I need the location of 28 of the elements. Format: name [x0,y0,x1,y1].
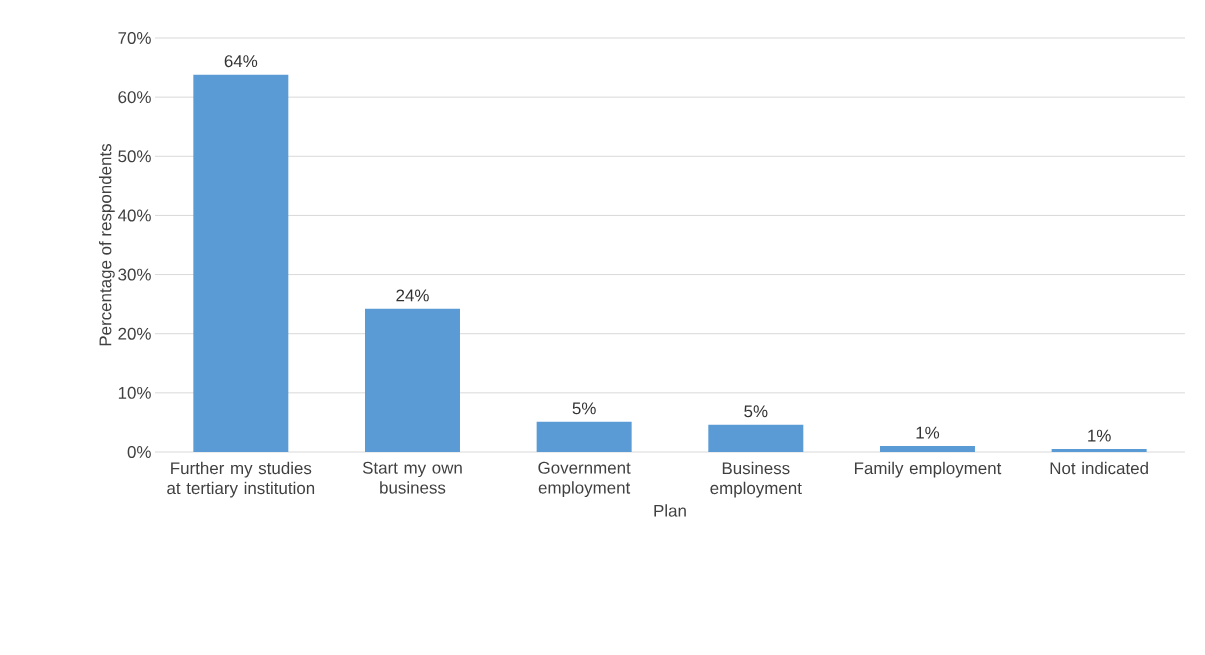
y-axis-title: Percentage of respondents [98,143,115,346]
y-tick-label: 60% [118,91,151,104]
bar [364,308,460,452]
x-tick-label: Not indicated [1050,461,1148,475]
x-tick-label: Further my studies at tertiary institution [167,461,315,498]
data-label: 24% [396,289,429,302]
y-tick-label: 50% [118,150,151,163]
bar [1051,449,1147,452]
x-tick-label: Family employment [854,461,1002,478]
data-label: 1% [916,426,940,439]
x-tick-label: Start my own business [362,461,462,494]
data-label: 5% [744,405,768,418]
y-tick-label: 10% [118,386,151,399]
y-tick-label: 40% [117,209,151,222]
bar [536,421,632,452]
data-label: 1% [1088,429,1111,442]
data-label: 5% [572,402,596,415]
x-tick-label: Government employment [538,461,631,498]
y-tick-label: 70% [118,32,151,44]
y-tick-label: 0% [127,446,151,458]
bar [708,424,804,452]
bar [879,446,975,452]
x-axis-title: Plan [654,504,686,517]
bar [193,74,289,452]
y-tick-label: 30% [118,268,151,281]
y-tick-label: 20% [118,327,151,340]
data-label: 64% [224,55,258,68]
x-tick-label: Business employment [710,461,802,498]
